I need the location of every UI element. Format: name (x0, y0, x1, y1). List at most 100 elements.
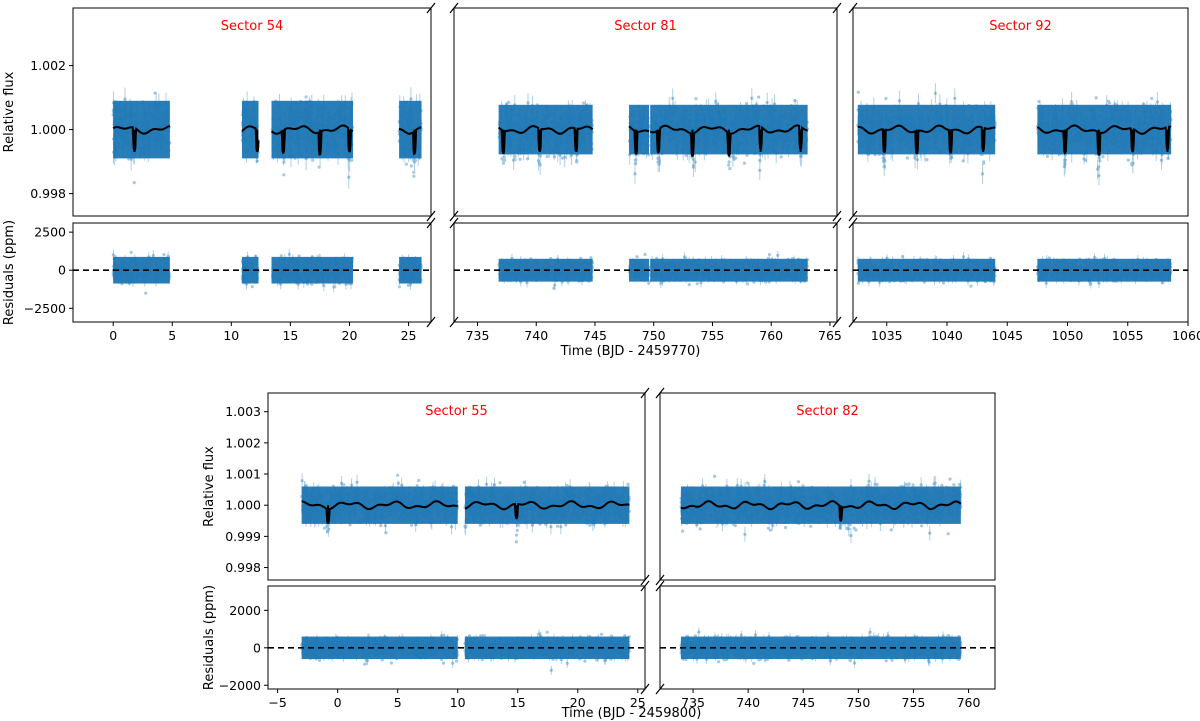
flux-points (1035, 96, 1173, 178)
flux-y-tick-label: 1.002 (225, 435, 261, 450)
flux-data-points (300, 473, 631, 544)
x-tick-label: 760 (759, 328, 783, 343)
axis-break-mark (655, 387, 665, 399)
model-curve (301, 500, 459, 525)
x-tick-label: −5 (268, 695, 286, 710)
flux-points (271, 95, 355, 179)
flux-axes-frame (852, 7, 1189, 217)
residual-points (856, 254, 997, 288)
model-curve (650, 124, 808, 158)
x-tick-label: 15 (510, 695, 526, 710)
residual-axes-frame (72, 222, 432, 323)
model-curve (497, 125, 594, 155)
flux-axes-frame (72, 7, 432, 217)
x-tick-label: 765 (818, 328, 842, 343)
axis-break-mark (449, 316, 459, 328)
sector-label: Sector 92 (989, 19, 1051, 34)
residual-data-band (241, 256, 259, 284)
x-tick-label: 735 (466, 328, 490, 343)
flux-data-points (679, 473, 963, 543)
axis-break-mark (848, 2, 858, 14)
x-tick-label: 755 (701, 328, 725, 343)
model-curve (680, 500, 962, 522)
model-curve (628, 125, 650, 155)
x-tick-label: 1055 (1112, 328, 1144, 343)
x-tick-label: 755 (902, 695, 926, 710)
flux-axes-frame (267, 392, 646, 581)
axis-break-mark (848, 210, 858, 222)
flux-data-points (497, 88, 810, 184)
x-tick-label: 20 (570, 695, 586, 710)
flux-y-tick-label: 1.002 (30, 58, 66, 73)
figure-1: Sector 54 0 5 10 15 20 25 0.998 1.000 1.002 −2500 0… (2, 2, 1200, 359)
residual-y-tick-label: 2500 (34, 225, 66, 240)
x-tick-label: 20 (342, 328, 358, 343)
flux-points (463, 480, 631, 544)
residual-data-band (464, 636, 630, 660)
axis-break-mark (426, 2, 436, 14)
x-tick-label: 760 (957, 695, 981, 710)
x-axis-label: Time (BJD - 2459770) (560, 344, 701, 359)
model-curve (270, 124, 354, 156)
flux-y-axis-label: Relative flux (202, 446, 217, 527)
model-curve (857, 124, 996, 155)
axis-break-mark (449, 217, 459, 229)
residual-y-tick-label: 0 (253, 640, 261, 655)
residual-error-bars (112, 249, 170, 287)
residual-data-band (399, 256, 422, 284)
flux-y-tick-label: 0.999 (225, 529, 261, 544)
x-tick-label: 745 (583, 328, 607, 343)
x-tick-label: 740 (736, 695, 760, 710)
model-curve (241, 125, 260, 153)
residual-axes-frame (267, 585, 646, 690)
flux-error-bars (301, 473, 458, 537)
x-tick-label: 1050 (1052, 328, 1084, 343)
x-tick-label: 10 (223, 328, 239, 343)
axis-break-mark (655, 574, 665, 586)
axis-break-mark (832, 2, 842, 14)
axis-break-mark (640, 387, 650, 399)
x-tick-label: 745 (791, 695, 815, 710)
residual-y-tick-label: −2500 (24, 301, 66, 316)
x-tick-label: 1035 (871, 328, 903, 343)
x-axis-label: Time (BJD - 2459800) (561, 706, 702, 721)
residual-axes-frame (852, 222, 1189, 323)
flux-data-points (856, 83, 1173, 186)
axis-break-mark (832, 210, 842, 222)
axis-break-mark (426, 210, 436, 222)
axis-break-mark (449, 210, 459, 222)
flux-data-band (464, 486, 630, 524)
axis-break-mark (832, 217, 842, 229)
axis-break-mark (640, 683, 650, 695)
residual-data-points (111, 249, 423, 295)
panel-sector-82: Sector 82 735 740 745 750 755 760 (655, 387, 996, 710)
residual-error-bars (301, 631, 458, 668)
flux-y-tick-label: 1.001 (225, 467, 261, 482)
x-tick-label: 25 (630, 695, 646, 710)
residual-y-tick-label: 2000 (229, 603, 261, 618)
residual-y-tick-label: −2000 (219, 678, 261, 693)
panel-sector-92: Sector 92 1035 1040 1045 1050 1055 1060 (848, 2, 1200, 343)
axis-break-mark (848, 316, 858, 328)
residual-points (271, 252, 355, 289)
figure-2: Sector 55 −5 0 5 10 15 20 25 0.998 0.999 1.000 1.00… (202, 387, 996, 721)
model-curve (112, 124, 171, 152)
x-tick-label: 15 (282, 328, 298, 343)
residual-points (679, 630, 963, 665)
panel-sector-55: Sector 55 −5 0 5 10 15 20 25 0.998 0.999 1.000 1.00… (219, 387, 650, 710)
flux-y-tick-label: 1.003 (225, 404, 261, 419)
flux-y-tick-label: 0.998 (225, 560, 261, 575)
flux-axes-frame (453, 7, 838, 217)
model-curve (1036, 124, 1172, 156)
x-tick-label: 0 (334, 695, 342, 710)
x-tick-label: 735 (681, 695, 705, 710)
flux-error-bars (272, 92, 353, 189)
model-curve (464, 500, 630, 520)
axis-break-mark (426, 316, 436, 328)
x-tick-label: 1040 (931, 328, 963, 343)
residual-y-axis-label: Residuals (ppm) (202, 585, 217, 690)
flux-points (856, 90, 997, 176)
x-tick-label: 1060 (1172, 328, 1200, 343)
residual-points (300, 633, 460, 666)
